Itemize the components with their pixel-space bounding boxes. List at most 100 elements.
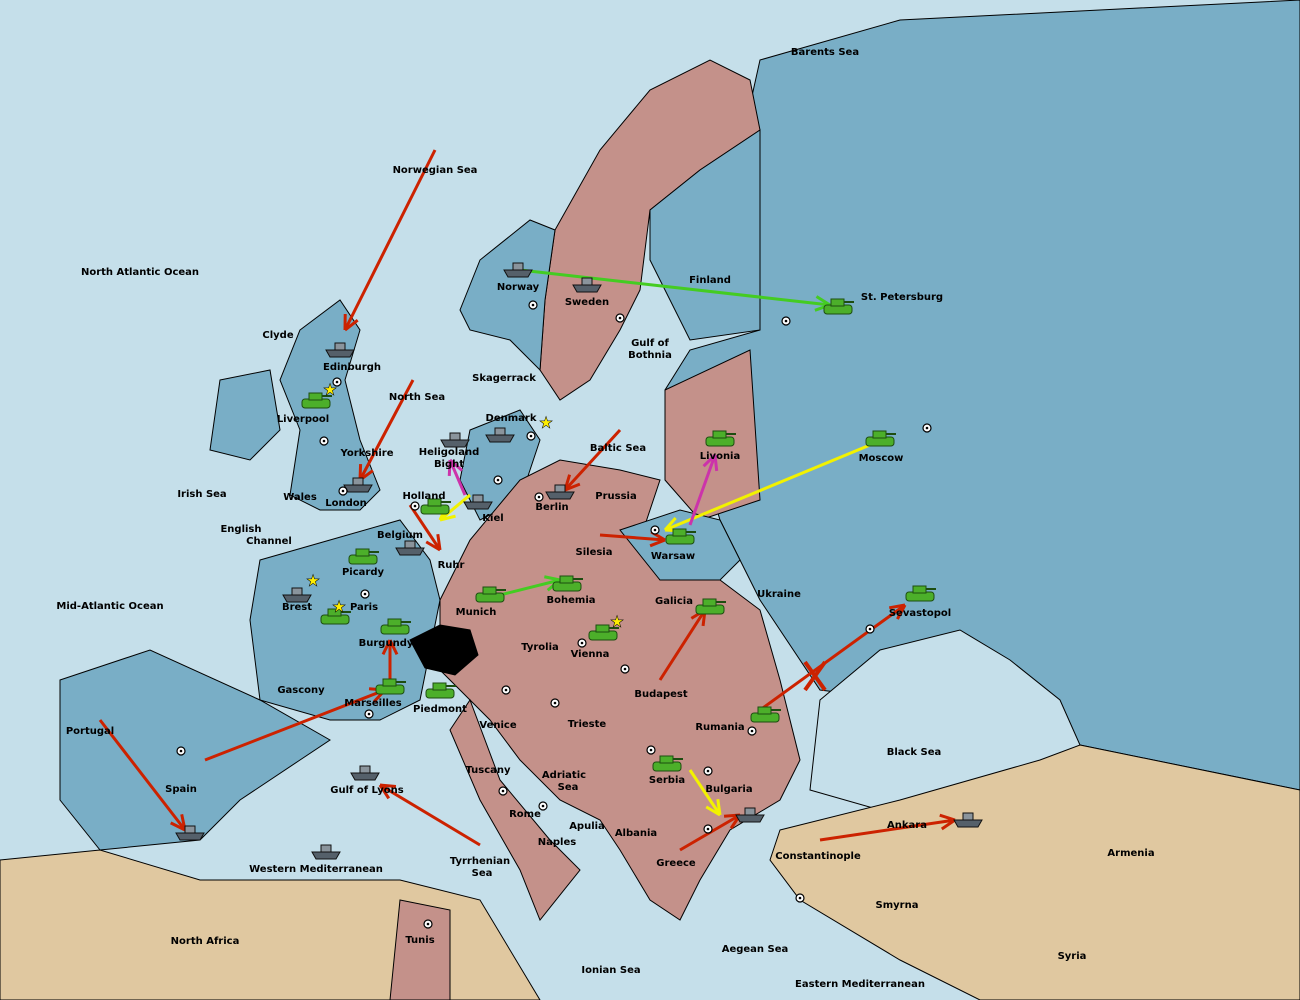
- province-label: North Atlantic Ocean: [81, 267, 199, 278]
- arrow-head: [544, 575, 561, 582]
- province-label: North Africa: [171, 936, 240, 947]
- army-unit[interactable]: [425, 682, 456, 699]
- land-norway[interactable]: [459, 219, 556, 372]
- land-central-empire[interactable]: [439, 459, 801, 921]
- province-label: Barents Sea: [791, 47, 859, 58]
- province-label: Adriatic: [542, 770, 586, 781]
- army-unit[interactable]: [301, 392, 332, 409]
- province-label: Heligoland: [419, 447, 480, 458]
- army-unit[interactable]: [475, 586, 506, 603]
- province-label: Finland: [689, 275, 731, 286]
- province-label: Bothnia: [628, 350, 672, 361]
- province-label: Berlin: [535, 502, 568, 513]
- fleet-unit[interactable]: [485, 427, 515, 443]
- order-arrow: [519, 268, 831, 307]
- order-arrow: [408, 504, 442, 551]
- army-unit[interactable]: [552, 575, 583, 592]
- fleet-unit[interactable]: [175, 825, 205, 841]
- province-label: Ukraine: [757, 589, 801, 600]
- arrow-head: [436, 533, 442, 551]
- fleet-unit[interactable]: [545, 484, 575, 500]
- army-unit[interactable]: [348, 548, 379, 565]
- province-label: Wales: [283, 492, 317, 503]
- failed-order-x-icon: [803, 660, 827, 692]
- province-label: Ruhr: [438, 560, 465, 571]
- order-arrow: [98, 719, 187, 831]
- province-label: Silesia: [576, 547, 613, 558]
- army-unit[interactable]: [375, 678, 406, 695]
- arrow-head: [564, 482, 581, 492]
- province-label: Denmark: [486, 413, 537, 424]
- province-label: Brest: [282, 602, 312, 613]
- fleet-unit[interactable]: [440, 432, 470, 448]
- province-label: Munich: [456, 607, 497, 618]
- order-arrow: [204, 688, 386, 762]
- province-label: London: [325, 498, 367, 509]
- army-unit[interactable]: [320, 608, 351, 625]
- order-arrow: [819, 818, 956, 842]
- fleet-unit[interactable]: [953, 812, 983, 828]
- province-label: Serbia: [649, 775, 685, 786]
- province-label: Moscow: [859, 453, 904, 464]
- army-unit[interactable]: [588, 624, 619, 641]
- order-arrow: [343, 149, 437, 331]
- army-unit[interactable]: [865, 430, 896, 447]
- land-tunis[interactable]: [389, 899, 451, 1000]
- land-italy[interactable]: [449, 698, 581, 921]
- province-label: Portugal: [66, 726, 114, 737]
- order-arrow: [759, 603, 906, 712]
- army-unit[interactable]: [905, 585, 936, 602]
- fleet-unit[interactable]: [395, 540, 425, 556]
- province-label: Smyrna: [876, 900, 919, 911]
- province-label: Bohemia: [547, 595, 596, 606]
- province-label: Trieste: [568, 719, 607, 730]
- province-label: Skagerrack: [472, 373, 536, 384]
- fleet-unit[interactable]: [325, 342, 355, 358]
- fleet-unit[interactable]: [572, 277, 602, 293]
- land-iberia[interactable]: [59, 649, 331, 851]
- land-turkey[interactable]: [769, 744, 1300, 1000]
- army-unit[interactable]: [750, 706, 781, 723]
- fleet-unit[interactable]: [463, 494, 493, 510]
- army-unit[interactable]: [705, 430, 736, 447]
- army-unit[interactable]: [665, 528, 696, 545]
- province-label: Rome: [509, 809, 541, 820]
- province-label: Sea: [472, 868, 493, 879]
- fleet-unit[interactable]: [282, 587, 312, 603]
- arrow-head: [180, 814, 187, 831]
- fleet-unit[interactable]: [311, 844, 341, 860]
- province-label: Belgium: [377, 530, 423, 541]
- fleet-unit[interactable]: [503, 262, 533, 278]
- order-arrow: [448, 459, 467, 496]
- supply-star-icon: ★: [323, 382, 337, 399]
- army-unit[interactable]: [823, 298, 854, 315]
- army-unit[interactable]: [695, 598, 726, 615]
- order-arrow: [439, 493, 471, 522]
- province-label: Black Sea: [887, 747, 942, 758]
- province-label: English: [220, 524, 261, 535]
- province-label: Burgundy: [359, 638, 414, 649]
- land-switzerland[interactable]: [409, 624, 479, 676]
- province-label: Rumania: [695, 722, 744, 733]
- fleet-unit[interactable]: [735, 807, 765, 823]
- arrow-head: [563, 474, 572, 491]
- province-label: Picardy: [342, 567, 385, 578]
- army-unit[interactable]: [380, 618, 411, 635]
- order-arrow: [358, 379, 415, 481]
- arrow-head: [447, 459, 452, 477]
- order-arrow: [379, 783, 481, 847]
- province-label: Spain: [165, 784, 197, 795]
- land-ireland[interactable]: [209, 369, 281, 461]
- arrow-head: [713, 454, 719, 472]
- province-label: Norwegian Sea: [393, 165, 478, 176]
- province-label: Ankara: [887, 820, 927, 831]
- province-label: Syria: [1058, 951, 1087, 962]
- fleet-unit[interactable]: [350, 765, 380, 781]
- province-labels: Barents Sea Norwegian Sea North Atlantic O…: [56, 47, 1154, 990]
- province-label: Greece: [656, 858, 696, 869]
- army-unit[interactable]: [420, 498, 451, 515]
- army-unit[interactable]: [652, 755, 683, 772]
- arrow-head: [170, 821, 186, 832]
- land-warsaw[interactable]: [619, 509, 741, 581]
